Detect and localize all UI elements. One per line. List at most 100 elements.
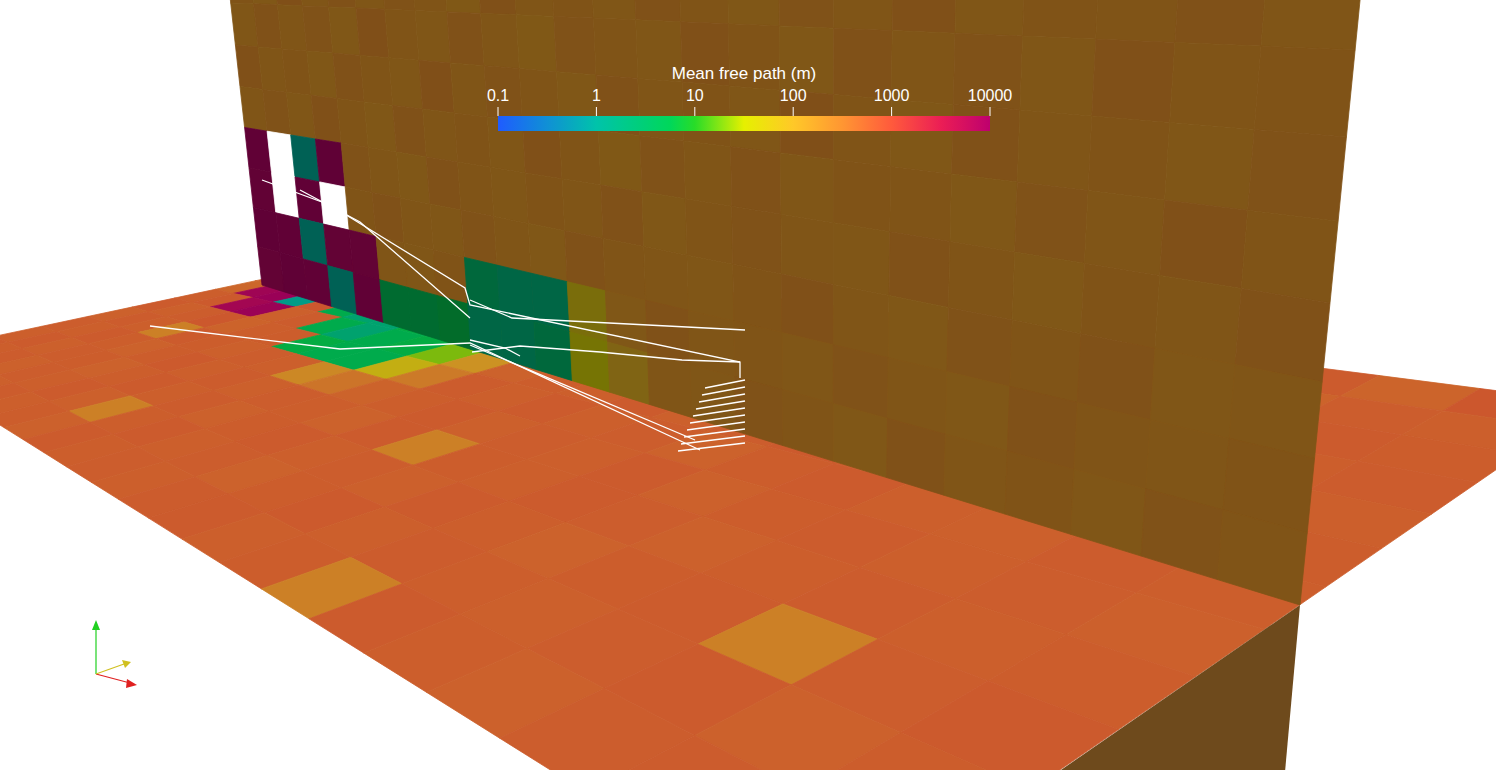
wall-cell (944, 434, 1008, 514)
wall-cell (682, 82, 730, 147)
outline-hatch (702, 387, 745, 395)
wall-cell (1248, 129, 1347, 221)
wall-cell (341, 143, 372, 192)
outline-line (300, 190, 470, 318)
wall-cell (608, 342, 650, 404)
wall-cell (282, 49, 311, 95)
wall-cell (591, 0, 636, 20)
colorbar-tick (990, 107, 991, 116)
wall-cell (516, 15, 556, 72)
wall-cell (890, 166, 952, 241)
outline-hatch (681, 436, 745, 444)
wall-cell (500, 313, 537, 370)
floor-slice (0, 250, 1496, 770)
wall-cell (598, 131, 642, 192)
wall-cell (1165, 122, 1255, 210)
wall-cell (513, 0, 554, 16)
wall-cell (648, 353, 692, 418)
wall-cell (955, 0, 1025, 36)
wall-cell (423, 109, 458, 162)
wall-cell (356, 8, 389, 58)
wall-cell (1005, 451, 1074, 534)
wall-cell (415, 11, 451, 63)
wall-cell (443, 0, 480, 13)
wall-cell (887, 418, 946, 495)
wall-cell (494, 217, 531, 274)
wall-cell (1141, 489, 1223, 580)
wall-cell (953, 33, 1022, 110)
wall-cell (570, 332, 610, 393)
wall-cell (601, 185, 644, 247)
wall-cell (732, 206, 782, 274)
wall-cell (320, 182, 350, 230)
floor-cell (802, 733, 1031, 770)
wall-cell (783, 390, 834, 461)
wall-cell (559, 126, 601, 185)
wall-cell (642, 192, 687, 256)
axes-triad (92, 620, 137, 688)
wall-cell (408, 287, 441, 340)
colorbar-tick (694, 107, 695, 116)
wall-lower (1058, 605, 1300, 770)
wall-cell (1023, 0, 1100, 39)
outline-line (470, 340, 520, 356)
wall-cell (333, 53, 364, 102)
wall-cell (411, 0, 447, 12)
wall-cell (834, 0, 893, 31)
wall-cell (286, 92, 315, 139)
wall-cell (353, 273, 383, 323)
wall-cell (780, 153, 833, 223)
wall-slice (226, 0, 1364, 605)
wall-cell (400, 198, 433, 250)
wall-cell (1071, 469, 1146, 556)
wall-cell (834, 223, 890, 296)
wall-cell (419, 60, 454, 113)
wall-cell (291, 135, 320, 182)
colorbar-tick-label: 100 (780, 87, 807, 104)
wall-cell (603, 239, 646, 301)
wall-cell (551, 0, 594, 18)
wall-cell (644, 247, 689, 311)
colorbar-title: Mean free path (m) (672, 64, 817, 83)
wall-cell (430, 204, 465, 258)
wall-cell (727, 0, 779, 26)
wall-cell (779, 26, 834, 95)
outline-hatch (699, 394, 745, 402)
wall-cell (640, 136, 686, 199)
wall-cell (364, 102, 396, 152)
wall-cell (349, 230, 380, 280)
wall-cell (461, 210, 497, 265)
wall-cell (360, 55, 393, 105)
colorbar-tick-label: 0.1 (487, 87, 509, 104)
wall-cell (1170, 42, 1261, 129)
wall-cell (454, 113, 490, 167)
colorbar-bar (498, 116, 990, 131)
wall-cell (684, 141, 732, 206)
wall-cell (484, 66, 522, 122)
wall-cell (491, 167, 529, 223)
wall-cell (948, 242, 1014, 321)
wall-cell (634, 0, 681, 22)
floor-cell (586, 735, 802, 770)
outline-hatch (678, 443, 745, 451)
wall-cell (781, 214, 834, 284)
wall-cell (426, 157, 461, 210)
wall-cell (328, 266, 357, 315)
wall-cell (1175, 0, 1268, 46)
colorbar-tick-label: 10 (686, 87, 704, 104)
wall-cell (950, 174, 1017, 252)
wall-cell (562, 179, 603, 239)
colorbar-tick-label: 1 (592, 87, 601, 104)
wall-cell (481, 13, 520, 68)
wall-cell (638, 78, 684, 141)
colorbar-tick (891, 107, 892, 116)
wall-cell (525, 173, 564, 231)
wall-cell (731, 147, 781, 214)
wall-cell (385, 9, 419, 60)
wall-cell (679, 0, 729, 24)
outline-hatch (690, 415, 745, 423)
wall-cell (1017, 110, 1092, 191)
wall-cell (315, 139, 345, 187)
wall-cell (1015, 182, 1088, 263)
wall-cell (594, 18, 638, 78)
